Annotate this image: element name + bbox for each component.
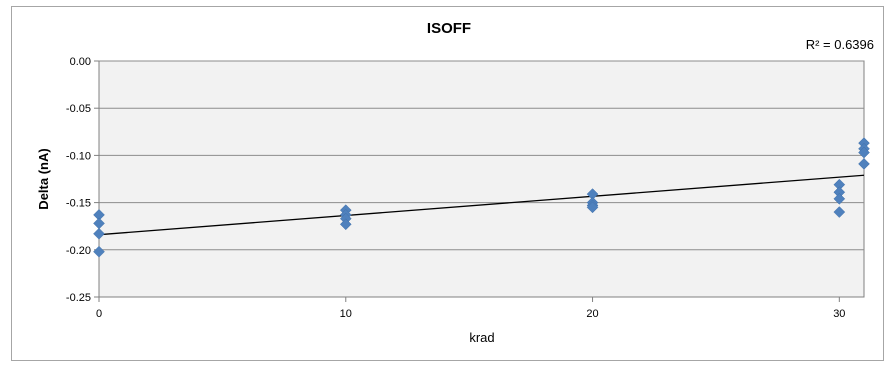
axes <box>94 60 864 302</box>
y-tick-label: 0.00 <box>70 56 91 68</box>
y-tick-label: -0.10 <box>66 150 91 162</box>
y-axis-label: Delta (nA) <box>36 148 51 209</box>
x-tick-label: 20 <box>586 308 598 320</box>
trendline <box>98 174 865 236</box>
data-point <box>833 192 846 205</box>
data-point <box>586 201 599 214</box>
tick-labels: 0.00 -0.05 -0.10 -0.15 -0.20 -0.25 0 10 20 30 <box>66 56 846 320</box>
x-tick-label: 10 <box>340 308 352 320</box>
data-point <box>339 218 352 231</box>
data-point <box>93 227 105 240</box>
x-axis-label: krad <box>469 330 494 345</box>
y-tick-label: -0.20 <box>66 245 91 257</box>
y-tick-label: -0.15 <box>66 198 91 210</box>
y-tick-label: -0.25 <box>66 292 91 304</box>
r-squared-label: R² = 0.6396 <box>806 37 874 52</box>
data-point <box>858 158 870 170</box>
data-point <box>93 245 105 258</box>
data-points <box>93 137 870 258</box>
trendline-group <box>98 174 865 236</box>
x-tick-label: 30 <box>833 308 845 320</box>
y-tick-label: -0.05 <box>66 103 91 115</box>
data-point <box>833 206 846 218</box>
x-tick-label: 0 <box>96 308 102 320</box>
plot-area <box>98 60 865 298</box>
chart-title: ISOFF <box>427 20 471 37</box>
